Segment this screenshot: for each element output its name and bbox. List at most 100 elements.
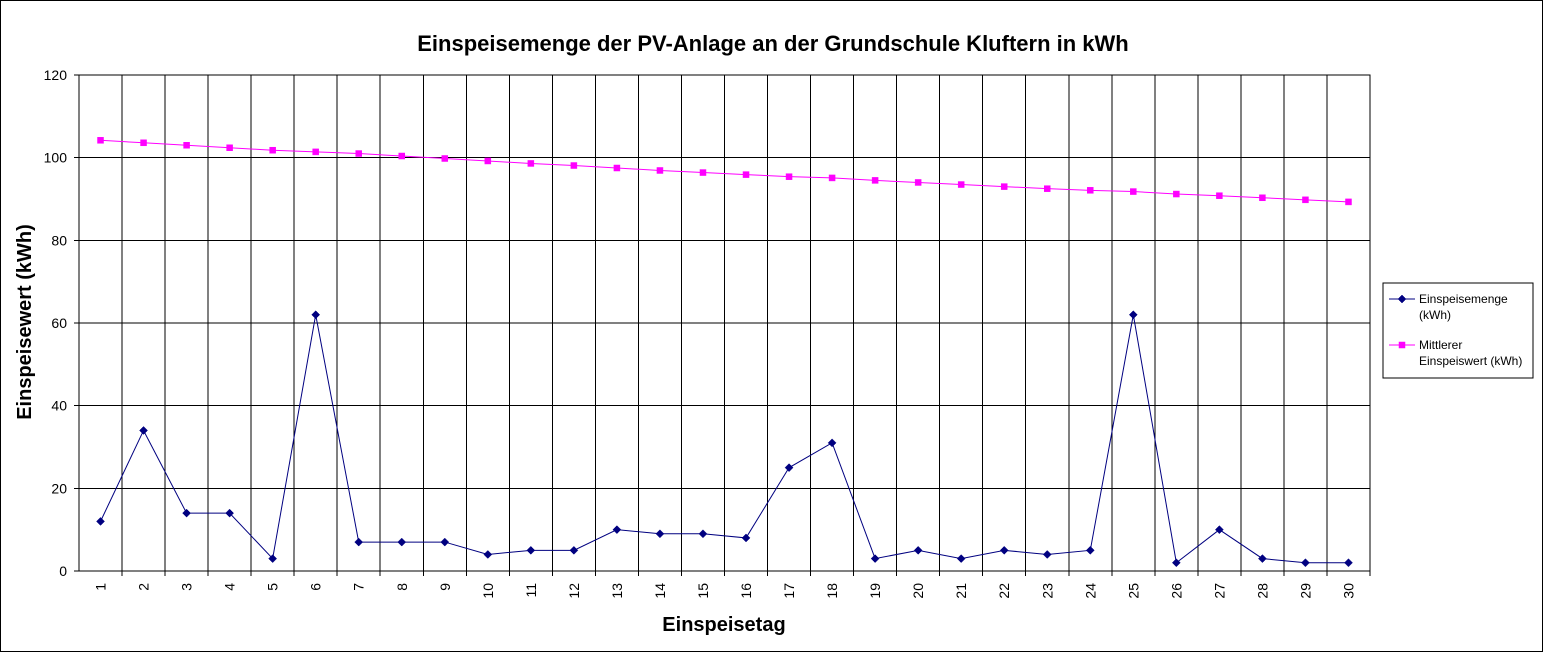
x-tick-label: 21 bbox=[953, 583, 969, 599]
x-tick-label: 16 bbox=[738, 583, 754, 599]
series-2-point bbox=[1345, 198, 1352, 206]
legend-entry-1: Einspeisemenge (kWh) bbox=[1389, 292, 1508, 322]
series-2-point bbox=[269, 146, 276, 154]
series-2-point bbox=[871, 177, 879, 184]
series-2-point bbox=[699, 169, 707, 176]
x-tick-label: 2 bbox=[136, 583, 152, 591]
x-tick-label: 7 bbox=[351, 583, 367, 591]
legend-marker bbox=[1397, 294, 1407, 304]
series-1-point bbox=[526, 545, 536, 555]
series-1-point bbox=[354, 537, 364, 547]
series-1-point bbox=[440, 537, 450, 547]
y-tick-label: 80 bbox=[51, 232, 67, 248]
series-2-point bbox=[656, 167, 664, 174]
series-1-point bbox=[741, 533, 751, 543]
series-1-point bbox=[1085, 545, 1095, 555]
series-2-point bbox=[785, 173, 793, 180]
x-tick-label: 23 bbox=[1039, 583, 1055, 599]
series-2-point bbox=[97, 137, 104, 144]
x-tick-label: 29 bbox=[1297, 583, 1313, 599]
series-2-point bbox=[742, 171, 750, 178]
series-2-point bbox=[226, 144, 233, 151]
series-2-point bbox=[527, 160, 535, 167]
series-1-point bbox=[569, 545, 579, 555]
series-1-point bbox=[1128, 310, 1138, 320]
x-tick-label: 30 bbox=[1340, 583, 1356, 599]
x-tick-label: 4 bbox=[222, 583, 238, 591]
legend: Einspeisemenge (kWh) Mittlerer Einspeiswert… bbox=[1382, 282, 1534, 379]
series-2-point bbox=[1216, 192, 1223, 199]
x-tick-label: 12 bbox=[566, 583, 582, 599]
series-1-point bbox=[1301, 558, 1310, 568]
x-tick-label: 17 bbox=[781, 583, 797, 599]
series-layer bbox=[96, 137, 1353, 568]
x-tick-label: 3 bbox=[179, 583, 195, 591]
series-1-point bbox=[913, 545, 923, 555]
x-tick-label: 6 bbox=[308, 583, 324, 591]
series-1-point bbox=[784, 463, 794, 473]
x-tick-label: 1 bbox=[93, 583, 109, 591]
series-1-point bbox=[870, 554, 880, 563]
y-tick-label: 60 bbox=[51, 315, 67, 331]
series-1-point bbox=[96, 517, 105, 526]
series-2-point bbox=[312, 148, 319, 156]
series-2-point bbox=[1044, 185, 1051, 192]
series-1-point bbox=[268, 554, 278, 563]
series-2-point bbox=[1259, 194, 1266, 202]
x-tick-label: 13 bbox=[609, 583, 625, 599]
series-2-line bbox=[100, 139, 1349, 203]
series-1-point bbox=[698, 529, 708, 539]
series-2-point bbox=[570, 162, 578, 169]
x-tick-label: 26 bbox=[1168, 583, 1184, 599]
legend-entry-2: Mittlerer Einspeiswert (kWh) bbox=[1389, 338, 1522, 368]
series-1-point bbox=[311, 310, 321, 320]
x-tick-label: 15 bbox=[695, 583, 711, 599]
legend-label: Einspeiswert (kWh) bbox=[1419, 354, 1522, 368]
series-1-point bbox=[225, 508, 234, 518]
series-1 bbox=[96, 310, 1353, 568]
series-1-point bbox=[139, 426, 148, 435]
legend-label: Einspeisemenge bbox=[1419, 292, 1508, 306]
series-1-point bbox=[1344, 558, 1353, 568]
x-tick-label: 19 bbox=[867, 583, 883, 599]
x-tick-label: 27 bbox=[1211, 583, 1227, 599]
series-1-point bbox=[397, 537, 407, 547]
x-tick-label: 8 bbox=[394, 583, 410, 591]
y-tick-label: 0 bbox=[59, 563, 67, 579]
x-tick-label: 22 bbox=[996, 583, 1012, 599]
x-tick-label: 9 bbox=[437, 583, 453, 591]
x-tick-label: 24 bbox=[1082, 583, 1098, 599]
series-2-point bbox=[1302, 196, 1309, 204]
series-2-point bbox=[914, 179, 922, 186]
series-2-point bbox=[140, 139, 147, 147]
series-1-point bbox=[999, 545, 1009, 555]
legend-label: Mittlerer bbox=[1419, 338, 1462, 352]
series-1-point bbox=[827, 438, 837, 448]
series-2-point bbox=[441, 155, 449, 162]
series-1-line bbox=[100, 314, 1349, 564]
x-tick-label: 10 bbox=[480, 583, 496, 599]
series-1-point bbox=[655, 529, 665, 539]
series-2-point bbox=[957, 181, 965, 188]
y-tick-label: 100 bbox=[44, 150, 68, 166]
series-2-point bbox=[1130, 188, 1137, 195]
series-1-point bbox=[956, 554, 966, 563]
series-2-point bbox=[484, 157, 492, 165]
series-2-point bbox=[355, 150, 362, 157]
series-1-point bbox=[483, 550, 493, 559]
x-tick-label: 25 bbox=[1125, 583, 1141, 599]
x-tick-label: 14 bbox=[652, 583, 668, 599]
y-axis-title: Einspeisewert (kWh) bbox=[14, 224, 36, 420]
series-1-point bbox=[612, 525, 622, 535]
series-2-point bbox=[1000, 183, 1008, 190]
chart-title: Einspeisemenge der PV-Anlage an der Grun… bbox=[417, 31, 1128, 56]
series-2-point bbox=[1173, 190, 1180, 198]
series-2-point bbox=[828, 174, 836, 182]
y-tick-label: 120 bbox=[44, 67, 68, 83]
series-2 bbox=[97, 137, 1352, 206]
series-1-point bbox=[1171, 558, 1181, 568]
y-tick-label: 40 bbox=[51, 398, 67, 414]
